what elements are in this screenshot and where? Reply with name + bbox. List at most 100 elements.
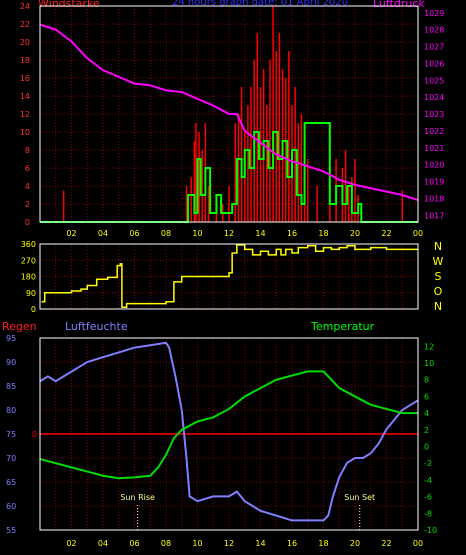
x-tick: 10 (192, 229, 202, 238)
compass-label: N (434, 240, 442, 253)
y-tick-wind: 6 (25, 164, 30, 173)
x-tick: 08 (161, 539, 171, 548)
y-tick-temperature: 6 (424, 392, 429, 401)
x-tick: 14 (255, 229, 265, 238)
y-tick-wind: 18 (20, 56, 30, 65)
y-tick-humidity: 85 (6, 382, 16, 391)
x-tick: 16 (287, 229, 297, 238)
y-tick-wind: 22 (20, 20, 30, 29)
y-tick-temperature: 0 (424, 443, 429, 452)
y-tick-pressure: 1025 (424, 76, 444, 85)
y-tick-wind: 0 (25, 218, 30, 227)
x-tick: 06 (129, 539, 139, 548)
y-tick-humidity: 60 (6, 502, 16, 511)
temperature-line (39, 370, 418, 480)
y-tick-temperature: -10 (424, 526, 437, 535)
y-tick-direction: 360 (21, 240, 36, 249)
y-tick-temperature: 8 (424, 376, 429, 385)
wind-pressure-chart: 0246810121416182022241017101810191020102… (20, 2, 445, 238)
y-tick-wind: 10 (20, 128, 30, 137)
y-tick-wind: 16 (20, 74, 30, 83)
y-tick-temperature: 2 (424, 426, 429, 435)
x-tick: 12 (224, 229, 234, 238)
y-tick-wind: 8 (25, 146, 30, 155)
temperatur-label: Temperatur (311, 320, 375, 333)
y-tick-pressure: 1019 (424, 178, 444, 187)
y-tick-pressure: 1023 (424, 110, 444, 119)
compass-label: S (435, 270, 442, 283)
humidity-line (39, 341, 419, 522)
y-tick-pressure: 1029 (424, 9, 444, 18)
y-tick-pressure: 1021 (424, 144, 444, 153)
y-tick-wind: 14 (20, 92, 30, 101)
y-tick-pressure: 1022 (424, 127, 444, 136)
x-tick: 04 (98, 539, 108, 548)
x-tick: 22 (381, 539, 391, 548)
x-tick: 20 (350, 539, 360, 548)
direction-line (41, 244, 418, 308)
y-tick-humidity: 75 (6, 430, 16, 439)
windstaerke-label: Windstärke (38, 0, 100, 10)
x-tick: 14 (255, 539, 265, 548)
x-tick: 02 (66, 229, 76, 238)
y-tick-temperature: -2 (424, 459, 432, 468)
y-tick-wind: 2 (25, 200, 30, 209)
x-tick: 08 (161, 229, 171, 238)
y-tick-pressure: 1018 (424, 194, 444, 203)
y-tick-temperature: 4 (424, 409, 429, 418)
regen-label: Regen (2, 320, 37, 333)
x-tick: 18 (318, 229, 328, 238)
sun-set-label: Sun Set (344, 493, 375, 502)
y-tick-temperature: -8 (424, 509, 432, 518)
y-tick-pressure: 1027 (424, 43, 444, 52)
title: 24 hours graph date: 01 April 2020 (172, 0, 349, 8)
y-tick-wind: 4 (25, 182, 30, 191)
luftdruck-label: Luftdruck (373, 0, 425, 10)
y-tick-temperature: 10 (424, 359, 434, 368)
y-tick-pressure: 1024 (424, 93, 444, 102)
y-tick-wind: 20 (20, 38, 30, 47)
x-tick: 20 (350, 229, 360, 238)
y-tick-direction: 90 (26, 289, 36, 298)
y-tick-humidity: 65 (6, 478, 16, 487)
x-tick: 06 (129, 229, 139, 238)
y-tick-direction: 0 (31, 305, 36, 314)
sun-rise-label: Sun Rise (120, 493, 155, 502)
y-tick-temperature: 12 (424, 342, 434, 351)
y-tick-temperature: -6 (424, 493, 432, 502)
x-tick: 16 (287, 539, 297, 548)
x-tick: 10 (192, 539, 202, 548)
y-tick-temperature: -4 (424, 476, 432, 485)
y-tick-humidity: 90 (6, 358, 16, 367)
chart-frame (39, 5, 419, 223)
x-tick: 22 (381, 229, 391, 238)
compass-label: W (433, 255, 444, 268)
y-tick-pressure: 1028 (424, 26, 444, 35)
chart-frame (39, 243, 419, 310)
y-tick-direction: 270 (21, 256, 36, 265)
chart-frame (39, 337, 419, 531)
x-tick: 02 (66, 539, 76, 548)
avg-wind-line (40, 122, 418, 223)
y-tick-humidity: 80 (6, 406, 16, 415)
y-tick-humidity: 55 (6, 526, 16, 535)
y-tick-humidity: 70 (6, 454, 16, 463)
y-tick-pressure: 1026 (424, 59, 444, 68)
pressure-line (39, 23, 419, 202)
x-tick: 04 (98, 229, 108, 238)
compass-label: O (434, 285, 443, 298)
x-tick: 18 (318, 539, 328, 548)
y-tick-pressure: 1017 (424, 211, 444, 220)
y-tick-wind: 24 (20, 2, 30, 11)
y-tick-wind: 12 (20, 110, 30, 119)
compass-label: N (434, 300, 442, 313)
y-tick-rain: 0 (32, 430, 37, 439)
y-tick-humidity: 95 (6, 334, 16, 343)
x-tick: 00 (413, 539, 423, 548)
y-tick-direction: 180 (21, 273, 36, 282)
luftfeuchte-label: Luftfeuchte (65, 320, 128, 333)
x-tick: 00 (413, 229, 423, 238)
